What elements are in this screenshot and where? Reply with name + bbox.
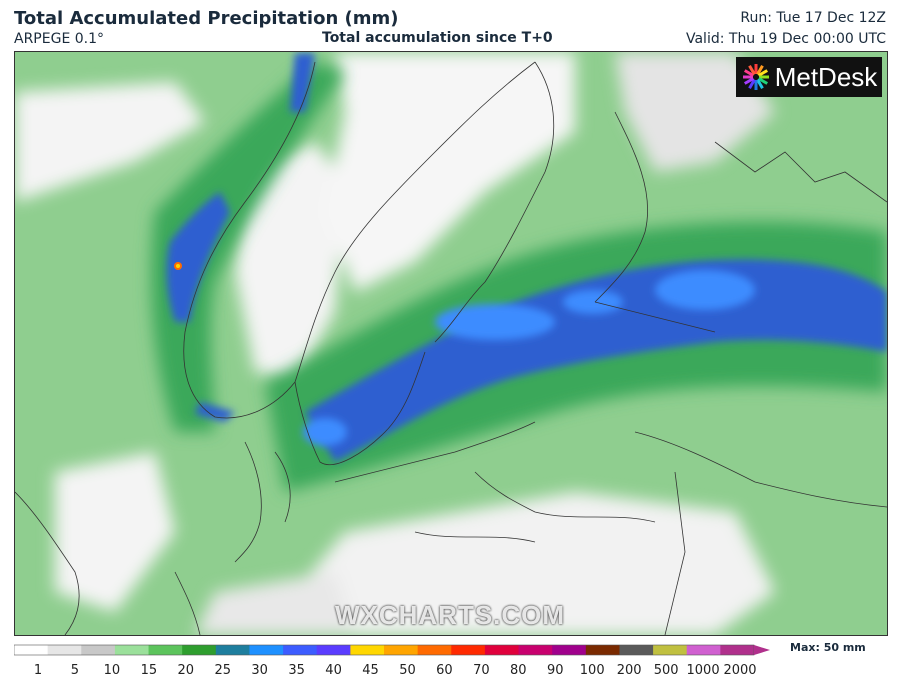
legend-swatch <box>518 645 553 655</box>
legend-swatch <box>47 645 82 655</box>
chart-subtitle: Total accumulation since T+0 <box>322 30 553 46</box>
legend-swatch <box>283 645 318 655</box>
legend-swatch <box>114 645 150 655</box>
chart-title: Total Accumulated Precipitation (mm) <box>14 8 399 29</box>
legend-tick-label: 50 <box>399 663 416 678</box>
legend-swatch <box>552 645 587 655</box>
precipitation-map <box>14 51 888 636</box>
legend-swatch <box>182 645 217 655</box>
legend-swatch <box>81 645 116 655</box>
legend-swatch <box>720 645 755 655</box>
legend-swatch <box>585 645 620 655</box>
legend-tick-label: 45 <box>362 663 379 678</box>
very-heavy-cores <box>303 270 755 446</box>
legend-swatch <box>451 645 486 655</box>
metdesk-logo: MetDesk <box>736 57 882 97</box>
legend-tick-label: 30 <box>251 663 268 678</box>
legend-swatch <box>417 645 452 655</box>
legend-tick-label: 40 <box>325 663 342 678</box>
legend-tick-label: 500 <box>654 663 679 678</box>
legend-tick-label: 70 <box>473 663 490 678</box>
color-legend: 1 5 10 15 20 25 30 35 40 45 50 60 70 80 90 100 200 500 100… <box>14 644 770 678</box>
legend-tick-label: 200 <box>617 663 642 678</box>
watermark: WXCHARTS.COM <box>334 600 566 630</box>
legend-tick-label: 15 <box>141 663 158 678</box>
legend-tick-label: 80 <box>510 663 527 678</box>
legend-swatch <box>653 645 688 655</box>
max-label: Max: 50 mm <box>790 641 866 654</box>
legend-swatch <box>484 645 520 655</box>
legend-tick-label: 1 <box>34 663 42 678</box>
legend-swatch <box>215 645 250 655</box>
valid-time: Valid: Thu 19 Dec 00:00 UTC <box>685 31 886 47</box>
legend-swatch <box>148 645 183 655</box>
legend-tick-label: 1000 <box>687 663 720 678</box>
legend-tick-label: 10 <box>104 663 121 678</box>
legend-tick-label: 2000 <box>723 663 756 678</box>
legend-swatch <box>686 645 721 655</box>
legend-tick-label: 25 <box>214 663 231 678</box>
legend-swatch <box>350 645 385 655</box>
run-time: Run: Tue 17 Dec 12Z <box>740 10 886 26</box>
legend-swatch <box>14 645 49 655</box>
legend-swatch <box>619 645 654 655</box>
coastlines <box>15 61 887 635</box>
legend-swatch <box>249 645 284 655</box>
metdesk-starburst-icon <box>742 64 769 90</box>
dry-areas <box>15 52 775 635</box>
legend-tick-label: 35 <box>288 663 305 678</box>
logo-text: MetDesk <box>774 61 878 92</box>
legend-tick-label: 20 <box>178 663 195 678</box>
legend-arrow <box>754 645 770 655</box>
legend-tick-label: 100 <box>580 663 605 678</box>
legend-swatch <box>316 645 351 655</box>
legend-swatch <box>384 645 419 655</box>
legend-tick-label: 90 <box>547 663 564 678</box>
legend-tick-label: 5 <box>71 663 79 678</box>
model-label: ARPEGE 0.1° <box>14 31 105 47</box>
legend-tick-label: 60 <box>436 663 453 678</box>
heavy-band <box>166 53 887 462</box>
